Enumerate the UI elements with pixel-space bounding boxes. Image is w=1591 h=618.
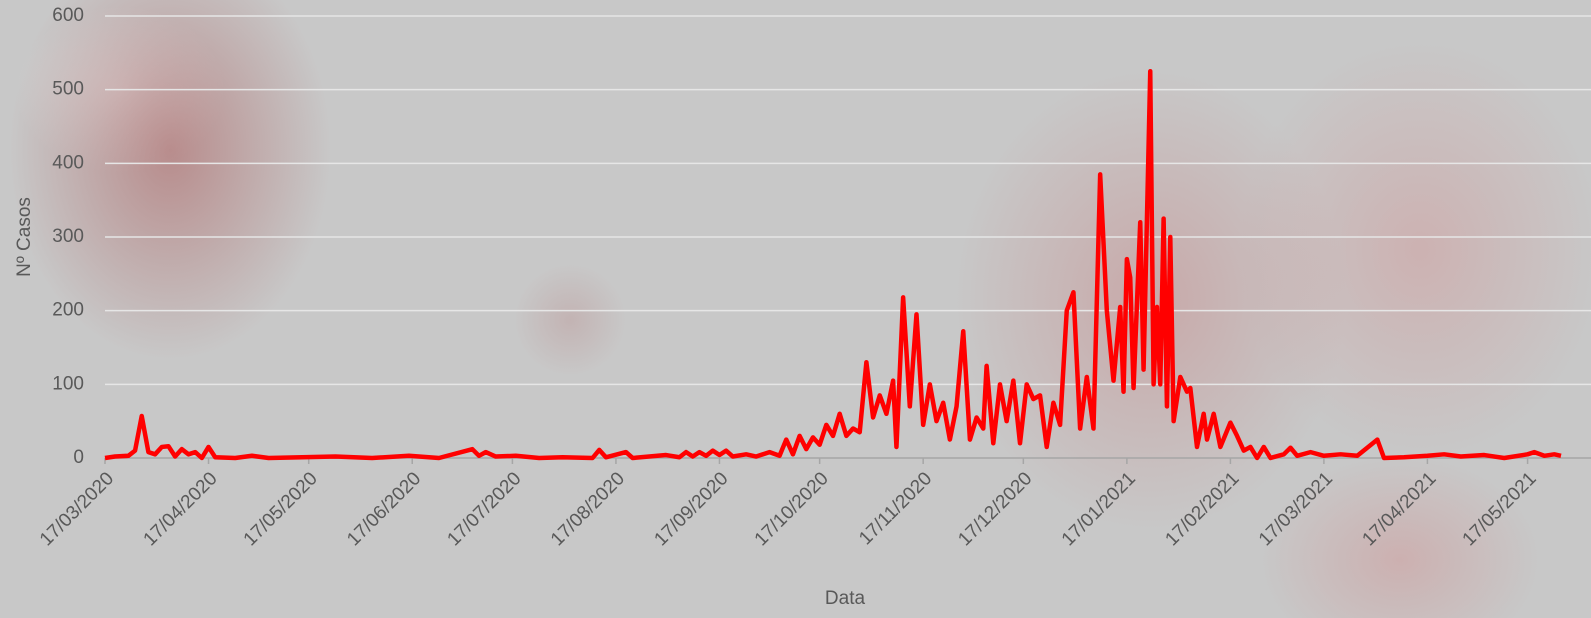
x-tick-label: 17/04/2021: [1358, 468, 1440, 550]
x-tick-label: 17/10/2020: [751, 468, 833, 550]
x-tick-label: 17/04/2020: [140, 468, 222, 550]
y-tick-label: 0: [73, 447, 84, 468]
x-tick-label: 17/08/2020: [547, 468, 629, 550]
y-tick-label: 200: [52, 300, 84, 321]
y-axis-label: Nº Casos: [14, 197, 35, 277]
x-axis-label: Data: [825, 588, 866, 609]
y-tick-label: 500: [52, 79, 84, 100]
y-tick-label: 600: [52, 5, 84, 26]
x-tick-label: 17/05/2021: [1459, 468, 1541, 550]
chart: Nº Casos Data 0 100 200 300 400 500 600 17/03/2…: [0, 0, 1591, 618]
x-tick-label: 17/12/2020: [954, 468, 1036, 550]
y-tick-label: 100: [52, 373, 84, 394]
x-tick-label: 17/11/2020: [855, 468, 936, 549]
y-tick-label: 400: [52, 152, 84, 173]
x-tick-label: 17/05/2020: [240, 468, 322, 550]
x-tick-label: 17/02/2021: [1161, 468, 1243, 550]
x-tick-label: 17/07/2020: [443, 468, 525, 550]
x-tick-label: 17/03/2021: [1255, 468, 1337, 550]
x-tick-label: 17/01/2021: [1058, 468, 1140, 550]
x-tick-label: 17/06/2020: [343, 468, 425, 550]
x-tick-label: 17/09/2020: [650, 468, 732, 550]
data-line: [105, 71, 1561, 458]
y-tick-label: 300: [52, 226, 84, 247]
x-tick-label: 17/03/2020: [36, 468, 118, 550]
